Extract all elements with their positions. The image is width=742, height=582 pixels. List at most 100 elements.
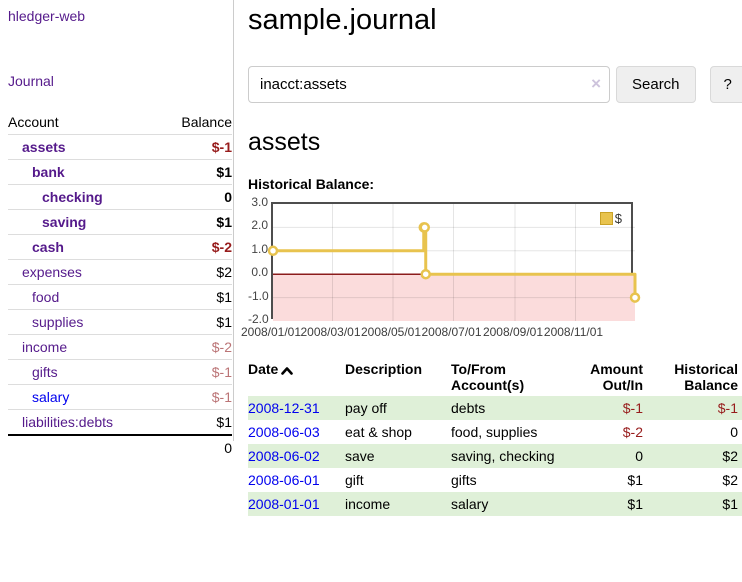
search-button[interactable]: Search [616,66,696,103]
sort-ascending-icon [281,367,294,375]
x-axis-tick-label: 2008/11/01 [543,325,604,339]
sidebar-account-balance: $-1 [159,384,232,410]
sidebar-account-balance: $-2 [159,334,232,360]
chart-title: Historical Balance: [248,176,375,192]
sidebar-column-account: Account [8,114,59,130]
sidebar-account-row: checking 0 [8,184,232,210]
register-cell-description: save [345,448,375,464]
legend-label: $ [614,211,622,226]
register-column-date-label: Date [248,361,279,377]
search-input[interactable] [248,66,610,103]
sidebar-account-link[interactable]: income [22,339,68,355]
app-brand-link[interactable]: hledger-web [8,8,86,24]
chart-legend: $ [599,211,622,226]
sidebar-account-row: assets $-1 [8,134,232,160]
register-cell-amount: $1 [627,472,643,488]
register-cell-balance: $-1 [717,400,738,416]
register-row[interactable]: 2008-06-02 save saving, checking 0 $2 [248,444,742,468]
sidebar-accounts-header-row: Account Balance [8,110,232,135]
sidebar-account-row: salary $-1 [8,384,232,410]
chart-plot-area: $ [267,202,641,321]
register-cell-description: eat & shop [345,424,412,440]
transaction-date-link[interactable]: 2008-12-31 [248,400,320,416]
register-column-description: Description [345,361,423,377]
sidebar-account-link[interactable]: bank [32,164,65,180]
sidebar-account-link[interactable]: checking [42,189,103,205]
register-cell-accounts: debts [451,400,486,416]
sidebar-account-balance: $1 [159,209,232,235]
sidebar-account-balance: 0 [159,184,232,210]
sidebar-account-balance: $-1 [159,134,232,160]
transaction-date-link[interactable]: 2008-01-01 [248,496,320,512]
sidebar-account-row: liabilities:debts $1 [8,409,232,435]
sidebar-account-link[interactable]: supplies [32,314,84,330]
transaction-date-link[interactable]: 2008-06-02 [248,448,320,464]
register-column-date[interactable]: Date [248,358,345,396]
register-row[interactable]: 2008-06-01 gift gifts $1 $2 [248,468,742,492]
sidebar-account-row: gifts $-1 [8,359,232,385]
register-column-accounts: To/From Account(s) [451,361,525,393]
y-axis-tick-label: 2.0 [251,218,268,233]
y-axis-tick-label: 1.0 [251,241,268,256]
clear-search-icon[interactable]: × [591,74,601,93]
x-axis-tick-label: 2008/07/01 [421,325,482,339]
spacer-cell [8,434,160,460]
sidebar: hledger-web Journal Account Balance asse… [8,8,232,460]
sidebar-account-balance: $-2 [159,234,232,260]
y-axis-tick-label: -1.0 [248,288,269,303]
register-row[interactable]: 2008-12-31 pay off debts $-1 $-1 [248,396,742,420]
register-cell-amount: 0 [635,448,643,464]
sidebar-account-row: food $1 [8,284,232,310]
sidebar-divider [233,0,234,441]
sidebar-account-link[interactable]: cash [32,239,64,255]
sidebar-account-balance: $1 [159,309,232,335]
register-cell-accounts: food, supplies [451,424,538,440]
register-cell-accounts: gifts [451,472,477,488]
sidebar-account-balance: $1 [159,284,232,310]
register-cell-description: gift [345,472,364,488]
y-axis-tick-label: -2.0 [248,312,269,326]
register-body: 2008-12-31 pay off debts $-1 $-1 2008-06-03 ea… [248,396,742,516]
register-cell-amount: $1 [627,496,643,512]
register-header-row: Date Description To/From Account(s) Amou… [248,358,742,396]
transaction-date-link[interactable]: 2008-06-03 [248,424,320,440]
sidebar-account-link[interactable]: expenses [22,264,82,280]
register-table: Date Description To/From Account(s) Amou… [248,358,742,516]
sidebar-account-link[interactable]: assets [22,139,66,155]
y-axis-tick-label: 3.0 [251,195,268,209]
sidebar-account-row: cash $-2 [8,234,232,260]
y-axis-tick-label: 0.0 [251,265,268,280]
sidebar-account-row: bank $1 [8,159,232,185]
help-button[interactable]: ? [709,66,742,103]
transaction-date-link[interactable]: 2008-06-01 [248,472,320,488]
sidebar-account-balance: $1 [159,409,232,435]
sidebar-item-journal[interactable]: Journal [8,73,54,89]
register-cell-date: 2008-12-31 [248,396,345,420]
register-cell-description: income [345,496,391,512]
sidebar-total-row: 0 [8,434,232,460]
sidebar-accounts-table: Account Balance assets $-1 bank $1 checking 0… [8,110,232,460]
sidebar-account-link[interactable]: salary [32,389,70,405]
main-content: sample.journal × Search ? assets Histori… [241,0,742,516]
register-cell-accounts: salary [451,496,489,512]
sidebar-total-balance: 0 [159,434,232,460]
x-axis-tick-label: 2008/03/01 [300,325,361,339]
register-cell-balance: 0 [730,424,738,440]
sidebar-account-link[interactable]: liabilities:debts [22,414,114,430]
sidebar-account-link[interactable]: food [32,289,60,305]
sidebar-account-link[interactable]: gifts [32,364,58,380]
sidebar-account-link[interactable]: saving [42,214,87,230]
register-cell-balance: $2 [722,448,738,464]
register-cell-date: 2008-06-03 [248,420,345,444]
sidebar-accounts-body: assets $-1 bank $1 checking 0 saving $1 cash $-2 e… [8,134,232,435]
register-row[interactable]: 2008-01-01 income salary $1 $1 [248,492,742,516]
chart-canvas [267,204,641,321]
sidebar-account-balance: $2 [159,259,232,285]
sidebar-account-balance: $-1 [159,359,232,385]
sidebar-account-row: supplies $1 [8,309,232,335]
register-cell-amount: $-2 [622,424,643,440]
search-form: × Search ? [248,66,742,103]
register-row[interactable]: 2008-06-03 eat & shop food, supplies $-2 0 [248,420,742,444]
register-cell-balance: $1 [722,496,738,512]
sidebar-account-row: saving $1 [8,209,232,235]
